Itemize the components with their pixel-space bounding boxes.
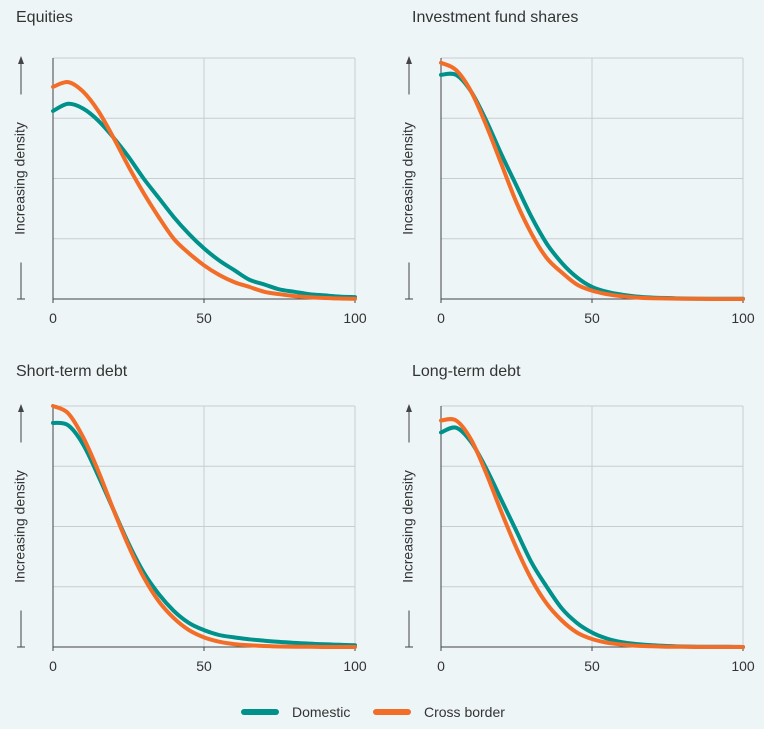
x-tick-label: 50 <box>584 658 600 674</box>
x-tick-label: 0 <box>49 658 57 674</box>
panel-title: Equities <box>16 9 73 26</box>
x-tick-label: 50 <box>196 658 212 674</box>
x-tick-label: 0 <box>49 310 57 326</box>
x-tick-label: 0 <box>437 658 445 674</box>
arrow-head-icon <box>18 56 24 64</box>
arrow-head-icon <box>406 404 412 412</box>
panel-2: Investment fund shares 0 50 100 Increasing d… <box>400 9 755 326</box>
x-tick-label: 100 <box>731 658 755 674</box>
y-axis-label: Increasing density <box>400 122 416 235</box>
x-tick-label: 100 <box>343 310 367 326</box>
x-tick-label: 100 <box>731 310 755 326</box>
panel-title: Long-term debt <box>412 363 521 380</box>
x-tick-label: 50 <box>584 310 600 326</box>
series-line-domestic <box>51 101 357 300</box>
series-line-cross-border <box>439 60 745 301</box>
legend-item-cross-border: Cross border <box>373 704 505 720</box>
series-line-cross-border <box>51 80 357 301</box>
x-tick-label: 0 <box>437 310 445 326</box>
y-axis-arrow <box>405 404 413 648</box>
y-axis-arrow <box>405 56 413 300</box>
grid <box>441 57 744 299</box>
panel-4: Long-term debt 0 50 100 Increasing density <box>400 363 755 674</box>
legend-label: Domestic <box>292 704 350 720</box>
legend: Domestic Cross border <box>241 704 505 720</box>
y-axis-label: Increasing density <box>12 122 28 235</box>
panel-1: Equities 0 50 100 Increasing density <box>12 9 367 326</box>
y-axis-label: Increasing density <box>12 470 28 583</box>
x-tick-label: 50 <box>196 310 212 326</box>
y-axis-arrow <box>17 404 25 648</box>
y-axis-arrow <box>17 56 25 300</box>
grid <box>53 405 356 647</box>
arrow-head-icon <box>406 56 412 64</box>
legend-label: Cross border <box>424 704 505 720</box>
series-line-cross-border <box>51 404 357 649</box>
x-tick-label: 100 <box>343 658 367 674</box>
legend-item-domestic: Domestic <box>241 704 350 720</box>
series-line-cross-border <box>439 417 745 649</box>
panel-title: Short-term debt <box>16 363 128 380</box>
grid <box>441 405 744 647</box>
y-axis-label: Increasing density <box>400 470 416 583</box>
arrow-head-icon <box>18 404 24 412</box>
panel-title: Investment fund shares <box>412 9 578 26</box>
panel-3: Short-term debt 0 50 100 Increasing density <box>12 363 367 674</box>
